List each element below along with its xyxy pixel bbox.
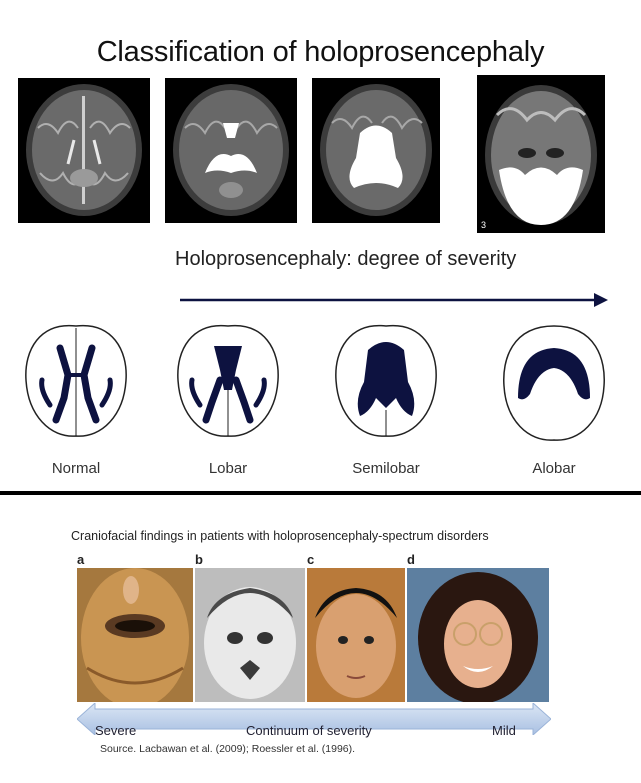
- photo-b: [195, 568, 305, 702]
- figure-title: Classification of holoprosencephaly: [96, 36, 545, 68]
- band-left-label: Severe: [95, 723, 137, 738]
- schematic-normal: [25, 324, 127, 437]
- label-normal: Normal: [51, 460, 101, 477]
- label-alobar: Alobar: [532, 460, 576, 477]
- photo-c: [307, 568, 405, 702]
- source-citation: Source. Lacbawan et al. (2009); Roessler…: [100, 743, 356, 755]
- band-center-label: Continuum of severity: [246, 723, 372, 738]
- schematic-lobar: [177, 324, 279, 437]
- schematic-alobar: [503, 325, 605, 441]
- severity-arrow: [180, 293, 608, 307]
- mri-alobar: 3: [477, 75, 605, 233]
- panel-letter-a: a: [77, 552, 85, 567]
- craniofacial-title: Craniofacial findings in patients with h…: [71, 529, 489, 543]
- panel-letter-b: b: [195, 552, 203, 567]
- photo-a: [77, 568, 193, 702]
- mri-semilobar: [312, 78, 440, 223]
- photo-d: [407, 568, 549, 702]
- severity-band: [77, 703, 551, 735]
- band-right-label: Mild: [492, 723, 516, 738]
- severity-label: Holoprosencephaly: degree of severity: [175, 248, 517, 270]
- mri-normal: [18, 78, 150, 223]
- panel-letter-c: c: [307, 552, 315, 567]
- panel-number: 3: [481, 220, 487, 230]
- panel-letter-d: d: [407, 552, 415, 567]
- label-semilobar: Semilobar: [352, 460, 420, 477]
- mri-lobar: [165, 78, 297, 223]
- section-divider: [0, 491, 641, 495]
- label-lobar: Lobar: [208, 460, 248, 477]
- schematic-semilobar: [335, 324, 437, 437]
